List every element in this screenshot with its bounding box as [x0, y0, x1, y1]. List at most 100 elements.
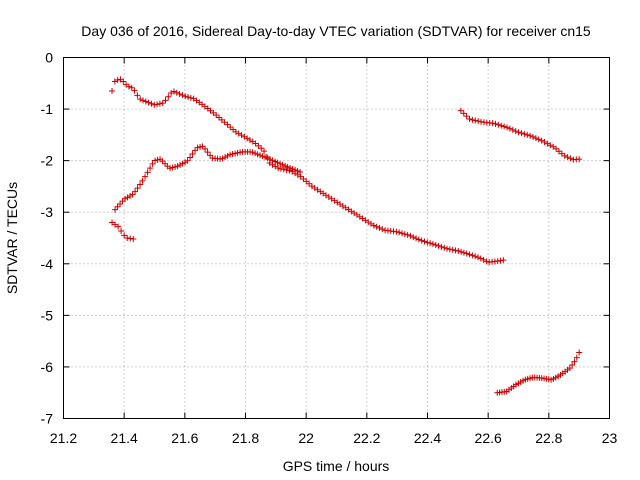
data-point	[521, 131, 528, 138]
data-point	[112, 221, 119, 228]
data-point	[154, 156, 161, 163]
data-point	[261, 148, 268, 155]
data-point	[224, 152, 231, 159]
data-point	[474, 254, 481, 261]
data-point	[137, 96, 144, 103]
data-point	[262, 154, 269, 161]
data-point	[567, 155, 574, 162]
data-point	[561, 152, 568, 159]
data-point	[179, 92, 186, 99]
data-point	[162, 97, 169, 104]
x-tick-label: 22.4	[414, 430, 441, 446]
data-point	[259, 153, 266, 160]
data-point	[134, 92, 141, 99]
y-tick-label: -4	[41, 256, 54, 272]
data-point	[569, 361, 576, 368]
data-point	[287, 164, 294, 171]
data-point	[129, 191, 136, 198]
y-tick-label: 0	[45, 50, 53, 66]
data-point	[162, 160, 169, 167]
data-point	[535, 136, 542, 143]
data-point	[441, 244, 448, 251]
data-point	[114, 203, 121, 210]
data-point	[466, 115, 473, 122]
data-point	[475, 118, 482, 125]
y-tick-label: -1	[41, 101, 54, 117]
data-point	[174, 163, 181, 170]
data-point	[415, 236, 422, 243]
data-point	[149, 160, 156, 167]
data-point	[204, 149, 211, 156]
plot-frame	[63, 57, 610, 419]
data-point	[109, 88, 116, 95]
data-point	[292, 167, 299, 174]
data-point	[401, 231, 408, 238]
data-point	[257, 152, 264, 159]
data-point	[258, 145, 265, 152]
data-point	[127, 192, 134, 199]
data-point	[435, 242, 442, 249]
y-tick-label: -6	[41, 359, 54, 375]
data-point	[421, 238, 428, 245]
data-point	[518, 130, 525, 137]
data-point	[173, 89, 180, 96]
data-point	[254, 151, 261, 158]
data-point	[154, 101, 161, 108]
data-point	[115, 223, 122, 230]
data-point	[289, 166, 296, 173]
data-point	[142, 98, 149, 105]
x-tick-label: 22.8	[535, 430, 562, 446]
data-point	[463, 113, 470, 120]
x-tick-label: 21.8	[232, 430, 259, 446]
data-point	[472, 117, 479, 124]
data-point	[139, 177, 146, 184]
data-point	[269, 157, 276, 164]
data-point	[145, 99, 152, 106]
data-point	[564, 154, 571, 161]
series-arc-3	[112, 143, 304, 213]
series-arc-1	[109, 76, 507, 266]
data-point	[144, 169, 151, 176]
x-tick-label: 21.4	[111, 430, 138, 446]
data-point	[460, 110, 467, 117]
data-point	[222, 154, 229, 161]
data-point	[264, 155, 271, 162]
data-point	[249, 149, 256, 156]
series-arc-4	[457, 107, 583, 163]
data-point	[286, 167, 293, 174]
data-point	[111, 78, 118, 85]
data-point	[114, 77, 121, 84]
data-point	[492, 120, 499, 127]
data-point	[142, 173, 149, 180]
y-tick-label: -5	[41, 307, 54, 323]
data-point	[509, 126, 516, 133]
data-point	[159, 158, 166, 165]
data-point	[127, 235, 134, 242]
data-point	[495, 121, 502, 128]
data-point	[118, 228, 125, 235]
data-point	[379, 226, 386, 233]
data-point	[121, 232, 128, 239]
data-point	[396, 229, 403, 236]
data-point	[498, 122, 505, 129]
data-point	[398, 230, 405, 237]
data-point	[446, 246, 453, 253]
chart-title: Day 036 of 2016, Sidereal Day-to-day VTE…	[81, 23, 591, 39]
data-point	[455, 248, 462, 255]
data-point	[571, 358, 578, 365]
x-tick-label: 21.2	[50, 430, 77, 446]
data-point	[297, 168, 304, 175]
x-axis-label: GPS time / hours	[283, 458, 390, 474]
data-point	[429, 241, 436, 248]
data-point	[134, 185, 141, 192]
data-point	[199, 143, 206, 150]
data-point	[500, 257, 507, 264]
data-point	[274, 159, 281, 166]
data-point	[573, 354, 580, 361]
tick-labels: 21.2 21.4 21.6 21.8 22 22.2 22.4 22.6 22.8 23 0 -1 -…	[41, 50, 618, 447]
data-point	[527, 132, 534, 139]
data-point	[167, 165, 174, 172]
x-tick-label: 22.2	[353, 430, 380, 446]
data-point	[512, 128, 519, 135]
